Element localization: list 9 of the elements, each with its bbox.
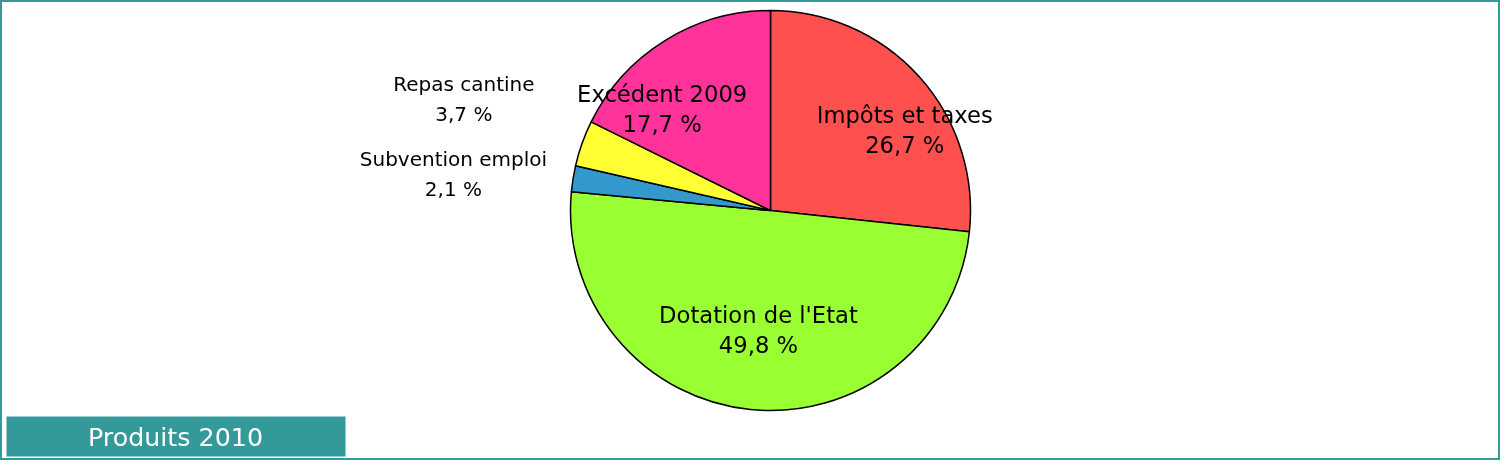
text: Produits 2010 (88, 421, 263, 452)
data-label: 2,1 % (424, 176, 483, 201)
data-label: 26,7 % (865, 132, 945, 159)
data-label: 49,8 % (718, 331, 799, 358)
slice-label: Repas cantine (393, 71, 535, 96)
slice-label: Subvention emploi (359, 146, 548, 171)
data-label: 17,7 % (622, 110, 702, 137)
data-label: 3,7 % (435, 101, 493, 126)
slice-label: Dotation de l'Etat (659, 301, 858, 328)
